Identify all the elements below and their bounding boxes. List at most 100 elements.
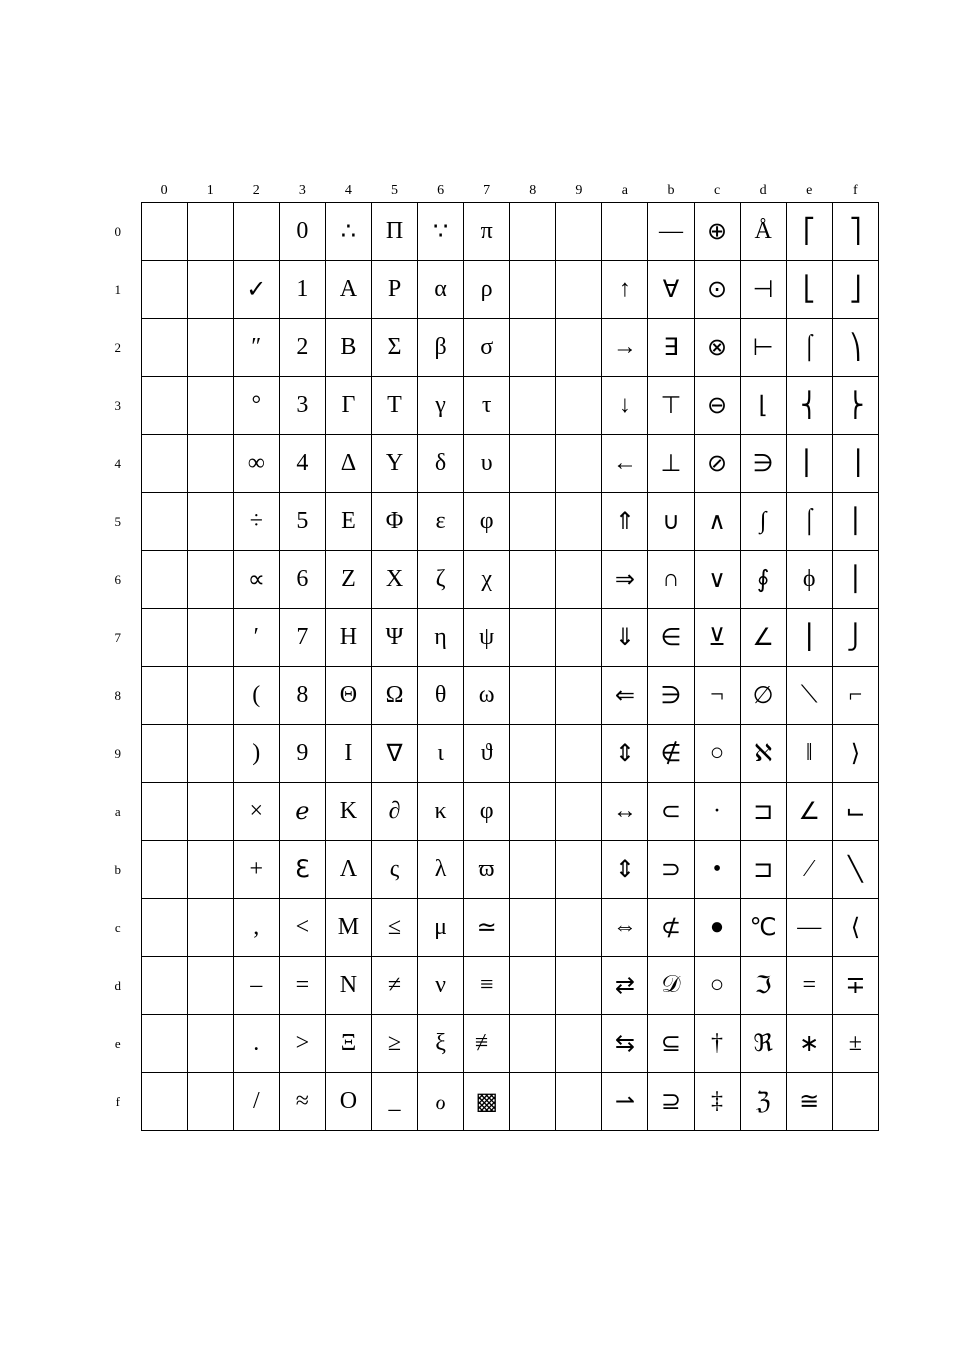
symbol-cell: = — [279, 957, 325, 1015]
symbol-cell — [556, 319, 602, 377]
symbol-cell: † — [694, 1015, 740, 1073]
symbol-cell — [187, 725, 233, 783]
symbol-cell: ⌠ — [786, 493, 832, 551]
symbol-cell: λ — [418, 841, 464, 899]
symbol-cell: σ — [464, 319, 510, 377]
symbol-cell — [556, 609, 602, 667]
table-row: 3°3ΓΤγτ↓⊤⊖⌊⎨⎬ — [95, 377, 879, 435]
symbol-cell: 5 — [279, 493, 325, 551]
symbol-cell — [141, 1073, 187, 1131]
symbol-cell: Å — [740, 203, 786, 261]
symbol-cell: ° — [233, 377, 279, 435]
col-header: 1 — [187, 180, 233, 203]
page: 0 1 2 3 4 5 6 7 8 9 a b c d e f 00∴Π∵π—⊕… — [0, 0, 954, 1351]
symbol-cell: ⎜ — [786, 435, 832, 493]
symbol-cell: Υ — [371, 435, 417, 493]
symbol-cell: – — [233, 957, 279, 1015]
row-header: 4 — [95, 435, 141, 493]
symbol-cell — [510, 667, 556, 725]
symbol-cell — [141, 435, 187, 493]
symbol-cell: ℃ — [740, 899, 786, 957]
symbol-cell — [510, 841, 556, 899]
table-row: b+ℇΛςλϖ⇕⊃•⊐⁄╲ — [95, 841, 879, 899]
symbol-cell: ⊤ — [648, 377, 694, 435]
symbol-grid: 0 1 2 3 4 5 6 7 8 9 a b c d e f 00∴Π∵π—⊕… — [95, 180, 879, 1131]
symbol-cell — [141, 493, 187, 551]
symbol-cell — [556, 377, 602, 435]
symbol-cell: ″ — [233, 319, 279, 377]
symbol-cell: ⊐ — [740, 841, 786, 899]
symbol-cell: ⌊ — [740, 377, 786, 435]
symbol-cell — [233, 203, 279, 261]
symbol-cell — [187, 377, 233, 435]
symbol-cell: ⎡ — [786, 203, 832, 261]
symbol-cell — [187, 261, 233, 319]
symbol-cell: ∓ — [832, 957, 878, 1015]
symbol-cell — [187, 609, 233, 667]
table-row: e.>Ξ≥ξ≢⇆⊆†ℜ∗± — [95, 1015, 879, 1073]
col-header: 7 — [464, 180, 510, 203]
symbol-cell: ∅ — [740, 667, 786, 725]
symbol-cell: Κ — [325, 783, 371, 841]
symbol-cell — [187, 667, 233, 725]
symbol-cell: Μ — [325, 899, 371, 957]
row-header: 3 — [95, 377, 141, 435]
table-row: 6∝6ΖΧζχ⇒∩∨∮ϕ⎪ — [95, 551, 879, 609]
symbol-cell: ∪ — [648, 493, 694, 551]
symbol-cell: κ — [418, 783, 464, 841]
symbol-cell: ∋ — [740, 435, 786, 493]
symbol-cell: ‡ — [694, 1073, 740, 1131]
symbol-cell: 4 — [279, 435, 325, 493]
col-header: 4 — [325, 180, 371, 203]
table-row: 00∴Π∵π—⊕Å⎡⎤ — [95, 203, 879, 261]
symbol-cell — [510, 551, 556, 609]
symbol-cell: ⊣ — [740, 261, 786, 319]
symbol-cell: 2 — [279, 319, 325, 377]
symbol-cell: ( — [233, 667, 279, 725]
col-header: 0 — [141, 180, 187, 203]
symbol-cell: ⊆ — [648, 1015, 694, 1073]
row-header: 1 — [95, 261, 141, 319]
symbol-cell: υ — [464, 435, 510, 493]
symbol-cell — [510, 609, 556, 667]
symbol-cell: ↓ — [602, 377, 648, 435]
symbol-cell: · — [694, 783, 740, 841]
symbol-cell: ‖ — [786, 725, 832, 783]
table-row: 5÷5ΕΦεφ⇑∪∧∫⌠⎪ — [95, 493, 879, 551]
symbol-cell: Α — [325, 261, 371, 319]
symbol-cell: ∉ — [648, 725, 694, 783]
col-header: d — [740, 180, 786, 203]
symbol-cell: = — [786, 957, 832, 1015]
symbol-cell: χ — [464, 551, 510, 609]
symbol-cell: ⊗ — [694, 319, 740, 377]
symbol-cell: 6 — [279, 551, 325, 609]
symbol-cell: ⎬ — [832, 377, 878, 435]
symbol-cell: × — [233, 783, 279, 841]
symbol-cell — [556, 957, 602, 1015]
symbol-cell: μ — [418, 899, 464, 957]
column-header-row: 0 1 2 3 4 5 6 7 8 9 a b c d e f — [95, 180, 879, 203]
symbol-cell: ξ — [418, 1015, 464, 1073]
symbol-cell: π — [464, 203, 510, 261]
symbol-cell: ⇒ — [602, 551, 648, 609]
col-header: e — [786, 180, 832, 203]
symbol-cell — [556, 435, 602, 493]
symbol-cell: ∨ — [694, 551, 740, 609]
symbol-cell — [141, 899, 187, 957]
symbol-cell: ≥ — [371, 1015, 417, 1073]
symbol-cell: ⊇ — [648, 1073, 694, 1131]
symbol-cell — [510, 377, 556, 435]
row-header: 6 — [95, 551, 141, 609]
symbol-cell: ℴ — [418, 1073, 464, 1131]
symbol-cell: φ — [464, 493, 510, 551]
symbol-cell: > — [279, 1015, 325, 1073]
symbol-cell: • — [694, 841, 740, 899]
symbol-cell: Τ — [371, 377, 417, 435]
symbol-cell: ╲ — [832, 841, 878, 899]
symbol-cell: ϖ — [464, 841, 510, 899]
symbol-cell — [510, 725, 556, 783]
symbol-cell: ↔ — [602, 783, 648, 841]
symbol-cell — [832, 1073, 878, 1131]
symbol-cell: Λ — [325, 841, 371, 899]
symbol-cell: ⁄ — [786, 841, 832, 899]
